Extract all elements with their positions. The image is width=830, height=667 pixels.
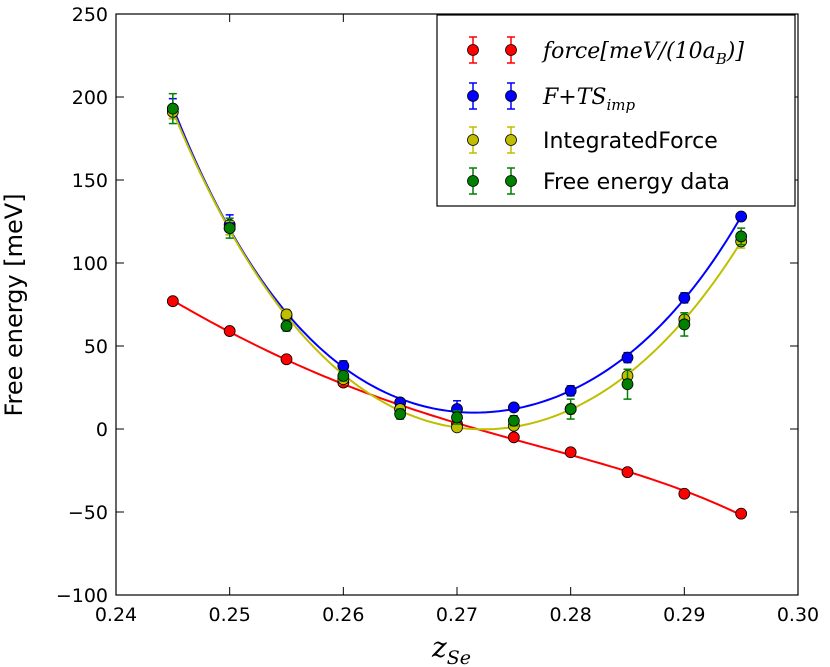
legend-marker	[505, 90, 517, 102]
y-tick-label: 150	[72, 170, 108, 192]
x-axis-label-sub: Se	[447, 647, 471, 667]
legend-label-main: IntegratedForce	[543, 129, 718, 154]
data-point	[621, 466, 634, 479]
x-tick-label: 0.27	[436, 604, 478, 626]
legend-marker	[505, 175, 517, 187]
x-axis-label-base: z	[431, 631, 447, 664]
data-point	[166, 295, 179, 308]
x-tick-label: 0.29	[663, 604, 705, 626]
data-point	[678, 291, 691, 304]
legend-marker	[505, 44, 517, 56]
x-tick-label: 0.24	[95, 604, 137, 626]
legend-entry: IntegratedForce	[467, 126, 718, 154]
legend-label: IntegratedForce	[543, 129, 718, 154]
x-tick-label: 0.28	[550, 604, 592, 626]
data-point	[337, 369, 350, 382]
data-points	[166, 92, 748, 520]
axis-ticks: 0.24 0.25 0.26 0.27 0.28 0.29 0.30 −100 −50 0 50 10…	[56, 4, 819, 626]
y-axis-label: Free energy [meV]	[0, 193, 28, 416]
legend-box	[436, 14, 796, 207]
legend-marker	[467, 134, 479, 146]
x-tick-label: 0.30	[777, 604, 819, 626]
data-point	[280, 308, 293, 321]
data-point	[621, 378, 634, 391]
y-tick-label: −100	[56, 585, 108, 607]
x-tick-label: 0.26	[322, 604, 364, 626]
data-point	[678, 318, 691, 331]
legend-label: force[meV/(10aB)]	[541, 39, 744, 68]
legend-marker	[467, 175, 479, 187]
x-tick-label: 0.25	[209, 604, 251, 626]
y-tick-label: 0	[96, 419, 108, 441]
data-point	[223, 222, 236, 235]
legend-entry: Free energy data	[467, 167, 730, 195]
data-point	[735, 230, 748, 243]
data-point	[564, 403, 577, 415]
data-point	[223, 325, 236, 337]
y-tick-label: 250	[72, 4, 108, 26]
data-point	[166, 102, 179, 115]
data-point	[678, 487, 691, 500]
data-point	[394, 408, 407, 420]
data-point	[507, 401, 520, 414]
data-point	[337, 360, 350, 372]
data-point	[735, 210, 748, 223]
data-point	[507, 414, 520, 427]
legend-label-main: force[meV/(10a	[541, 39, 716, 64]
y-tick-label: 100	[72, 253, 108, 275]
legend-label-sub: imp	[606, 96, 635, 114]
legend-marker	[505, 134, 517, 146]
legend-entry: force[meV/(10aB)]	[467, 36, 744, 68]
x-axis-label: zSe	[431, 631, 471, 667]
legend: force[meV/(10aB)] F+TSimp IntegratedForce F…	[436, 14, 796, 207]
legend-marker	[467, 90, 479, 102]
data-point	[564, 384, 577, 397]
y-tick-label: −50	[68, 502, 108, 524]
legend-entry: F+TSimp	[467, 82, 635, 114]
data-point	[621, 351, 634, 364]
data-point	[564, 446, 577, 459]
y-tick-label: 200	[72, 87, 108, 109]
legend-label: F+TSimp	[542, 85, 635, 114]
legend-label-main: Free energy data	[543, 170, 730, 195]
legend-label: Free energy data	[543, 170, 730, 195]
y-tick-label: 50	[84, 336, 108, 358]
data-point	[735, 507, 748, 520]
legend-marker	[467, 44, 479, 56]
data-point	[280, 353, 293, 366]
legend-label-end: )]	[726, 39, 745, 64]
data-point	[280, 320, 293, 332]
data-point	[507, 431, 520, 444]
legend-label-sub: B	[715, 50, 727, 68]
data-point	[451, 411, 463, 424]
legend-label-main: F+TS	[542, 85, 606, 110]
